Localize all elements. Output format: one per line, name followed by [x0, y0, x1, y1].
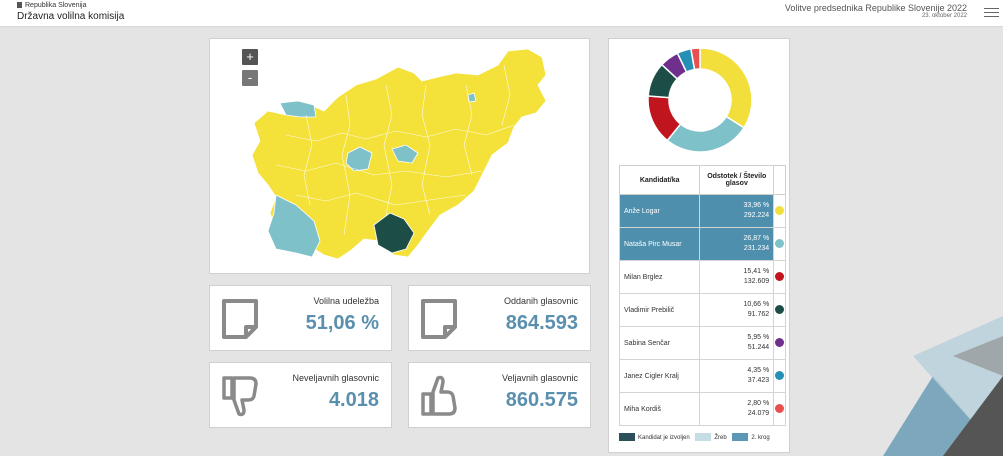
map-panel: + - [209, 38, 590, 274]
candidate-name: Milan Brglez [618, 260, 701, 294]
legend-swatch [695, 433, 712, 441]
candidate-result: 2,80 % 24.079 [699, 392, 775, 426]
candidates-panel: Kandidat/ka Odstotek / Število glasov An… [608, 38, 790, 453]
candidate-color-dot [773, 194, 786, 228]
candidate-result: 10,66 % 91.762 [699, 293, 775, 327]
stat-value: 51,06 % [305, 312, 379, 334]
stat-value: 864.593 [505, 312, 578, 334]
col-candidate[interactable]: Kandidat/ka [618, 165, 701, 195]
map-legend: Kandidat je izvoljen Žreb 2. krog [619, 433, 774, 441]
color-dot-icon [775, 337, 785, 347]
candidate-name: Vladimir Prebilič [618, 293, 701, 327]
candidate-name: Janez Cigler Kralj [618, 359, 701, 393]
map-region-ljubljana [345, 146, 373, 172]
org-name-small: Republika Slovenija [17, 2, 86, 9]
candidate-color-dot [773, 326, 786, 360]
table-header: Kandidat/ka Odstotek / Število glasov [618, 165, 786, 195]
candidate-name: Sabina Senčar [618, 326, 701, 360]
thumbs-down-icon [222, 376, 258, 417]
stat-label: Oddanih glasovnic [503, 296, 578, 306]
decorative-shapes [883, 316, 1003, 456]
menu-icon[interactable] [984, 8, 999, 18]
election-title: Volitve predsednika Republike Slovenije … [784, 3, 967, 13]
candidate-result: 5,95 % 51.244 [699, 326, 775, 360]
stat-ballots-cast: Oddanih glasovnic 864.593 [408, 285, 591, 351]
legend-swatch [732, 433, 749, 441]
stat-label: Volilna udeležba [313, 296, 379, 306]
map-region-kocevje [373, 212, 415, 254]
legend-item: 2. krog [732, 433, 770, 441]
candidate-color-dot [773, 359, 786, 393]
candidates-table: Kandidat/ka Odstotek / Število glasov An… [618, 165, 786, 426]
candidate-name: Miha Kordiš [618, 392, 701, 426]
map-region-celje [391, 144, 419, 164]
stat-value: 860.575 [505, 389, 578, 411]
candidate-color-dot [773, 227, 786, 261]
stat-value: 4.018 [328, 389, 379, 411]
table-row[interactable]: Milan Brglez 15,41 % 132.609 [618, 260, 786, 294]
candidate-color-dot [773, 392, 786, 426]
zoom-out-button[interactable]: - [242, 70, 258, 86]
top-bar: Republika Slovenija Državna volilna komi… [0, 0, 1003, 27]
candidate-name: Anže Logar [618, 194, 701, 228]
thumbs-up-icon [421, 375, 457, 416]
color-dot-icon [775, 238, 785, 248]
legend-item: Kandidat je izvoljen [619, 433, 690, 441]
zoom-in-button[interactable]: + [242, 49, 258, 65]
results-donut-chart [647, 47, 753, 153]
org-name[interactable]: Državna volilna komisija [17, 11, 125, 22]
table-row[interactable]: Nataša Pirc Musar 26,87 % 231.234 [618, 227, 786, 261]
color-dot-icon [775, 403, 785, 413]
stat-turnout: Volilna udeležba 51,06 % [209, 285, 392, 351]
candidate-name: Nataša Pirc Musar [618, 227, 701, 261]
document-icon [222, 299, 258, 339]
legend-item: Žreb [695, 433, 727, 441]
slovenia-map[interactable] [246, 45, 556, 267]
candidate-result: 33,96 % 292.224 [699, 194, 775, 228]
stat-label: Veljavnih glasovnic [501, 373, 578, 383]
stat-label: Neveljavnih glasovnic [292, 373, 379, 383]
candidate-color-dot [773, 260, 786, 294]
stat-invalid-ballots: Neveljavnih glasovnic 4.018 [209, 362, 392, 428]
col-percent-votes[interactable]: Odstotek / Število glasov [699, 165, 775, 195]
candidate-result: 4,35 % 37.423 [699, 359, 775, 393]
table-row[interactable]: Sabina Senčar 5,95 % 51.244 [618, 326, 786, 360]
candidate-result: 26,87 % 231.234 [699, 227, 775, 261]
color-dot-icon [775, 271, 785, 281]
table-row[interactable]: Vladimir Prebilič 10,66 % 91.762 [618, 293, 786, 327]
legend-swatch [619, 433, 635, 441]
map-region-north-west [279, 100, 317, 118]
color-dot-icon [775, 205, 785, 215]
table-row[interactable]: Janez Cigler Kralj 4,35 % 37.423 [618, 359, 786, 393]
table-row[interactable]: Miha Kordiš 2,80 % 24.079 [618, 392, 786, 426]
color-dot-icon [775, 304, 785, 314]
map-region-coast [267, 194, 321, 258]
table-row[interactable]: Anže Logar 33,96 % 292.224 [618, 194, 786, 228]
color-dot-icon [775, 370, 785, 380]
candidate-result: 15,41 % 132.609 [699, 260, 775, 294]
stat-valid-ballots: Veljavnih glasovnic 860.575 [408, 362, 591, 428]
crest-icon [17, 2, 22, 9]
candidate-color-dot [773, 293, 786, 327]
document-icon [421, 299, 457, 339]
election-date: 23. oktober 2022 [921, 13, 967, 19]
donut-slice[interactable] [690, 47, 701, 71]
